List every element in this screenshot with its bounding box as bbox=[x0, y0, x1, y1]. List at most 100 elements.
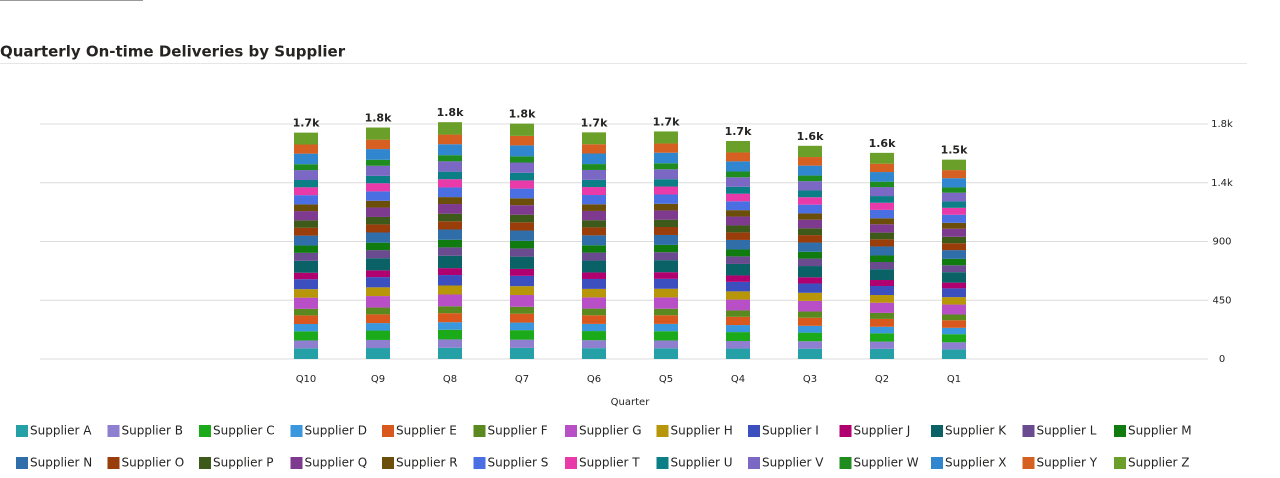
bar-segment bbox=[870, 152, 894, 164]
bar-segment bbox=[870, 255, 894, 262]
legend-swatch bbox=[107, 425, 120, 437]
bar-segment bbox=[510, 275, 534, 287]
bar-segment bbox=[726, 210, 750, 217]
bar-segment bbox=[582, 272, 606, 279]
bar-segment bbox=[366, 159, 390, 166]
bar-segment bbox=[294, 252, 318, 261]
bar-segment bbox=[942, 201, 966, 208]
legend-swatch bbox=[473, 457, 486, 469]
bar-segment bbox=[654, 323, 678, 332]
bar-segment bbox=[654, 278, 678, 289]
bar-segment bbox=[438, 239, 462, 248]
bar-segment bbox=[510, 180, 534, 189]
bar-segment bbox=[870, 218, 894, 225]
bar-segment bbox=[870, 246, 894, 256]
bar-segment bbox=[798, 300, 822, 312]
bar-segment bbox=[726, 263, 750, 276]
bar-segment bbox=[798, 266, 822, 278]
bar-segment bbox=[654, 348, 678, 359]
y-tick-label: 0 bbox=[1219, 354, 1225, 365]
bar-segment bbox=[582, 348, 606, 359]
bar-segment bbox=[654, 252, 678, 261]
bar-segment bbox=[870, 196, 894, 203]
bar-segment bbox=[726, 177, 750, 187]
legend-swatch bbox=[748, 425, 760, 437]
bar-segment bbox=[726, 225, 750, 233]
bar-segment bbox=[942, 349, 966, 359]
bar-segment bbox=[726, 316, 750, 326]
bar-segment bbox=[438, 187, 462, 198]
bar-segment bbox=[582, 297, 606, 309]
bar-segment bbox=[366, 296, 390, 308]
legend-label: Supplier N bbox=[30, 456, 92, 470]
bar-segment bbox=[942, 314, 966, 321]
bar-segment bbox=[798, 292, 822, 301]
legend-label: Supplier B bbox=[122, 424, 184, 438]
bar-segment bbox=[798, 204, 822, 214]
bar-segment bbox=[438, 322, 462, 330]
bar-segment bbox=[366, 277, 390, 288]
bar-segment bbox=[870, 172, 894, 182]
legend-swatch bbox=[931, 457, 943, 469]
bar-segment bbox=[294, 164, 318, 171]
bar-segment bbox=[438, 204, 462, 214]
legend-label: Supplier L bbox=[1037, 424, 1097, 438]
bar-segment bbox=[798, 145, 822, 158]
bar-segment bbox=[582, 153, 606, 165]
bar-segment bbox=[510, 322, 534, 331]
bar-segment bbox=[294, 348, 318, 359]
bar-segment bbox=[654, 331, 678, 341]
bar-segment bbox=[582, 323, 606, 332]
bar-segment bbox=[726, 310, 750, 317]
bar-segment bbox=[510, 162, 534, 173]
bar-segment bbox=[798, 181, 822, 191]
bar-segment bbox=[726, 193, 750, 202]
bar-segment bbox=[582, 227, 606, 236]
bar-segment bbox=[798, 157, 822, 166]
bar-segment bbox=[654, 163, 678, 170]
bar-segment bbox=[438, 313, 462, 323]
legend-swatch bbox=[107, 457, 120, 469]
bar-segment bbox=[942, 250, 966, 259]
legend-label: Supplier W bbox=[854, 456, 919, 470]
bar-segment bbox=[942, 178, 966, 188]
bar-segment bbox=[798, 242, 822, 252]
bar-segment bbox=[726, 232, 750, 240]
bar-segment bbox=[438, 285, 462, 295]
legend-label: Supplier F bbox=[488, 424, 548, 438]
bar-segment bbox=[294, 211, 318, 221]
bar-segment bbox=[294, 245, 318, 253]
bar-segment bbox=[942, 236, 966, 244]
bar-segment bbox=[870, 202, 894, 210]
bar-segment bbox=[870, 224, 894, 233]
legend-label: Supplier G bbox=[579, 424, 642, 438]
bar-segment bbox=[798, 283, 822, 293]
x-tick-label: Q5 bbox=[659, 374, 673, 385]
legend-label: Supplier Q bbox=[305, 456, 368, 470]
bar-segment bbox=[510, 156, 534, 163]
bar-segment bbox=[294, 340, 318, 349]
bar-segment bbox=[870, 163, 894, 173]
bar-segment bbox=[942, 304, 966, 315]
bar-segment bbox=[510, 295, 534, 307]
bar-segment bbox=[510, 256, 534, 269]
bar-segment bbox=[726, 325, 750, 333]
bar-segment bbox=[438, 294, 462, 307]
bar-segment bbox=[798, 332, 822, 342]
bar-segment bbox=[726, 186, 750, 194]
legend-swatch bbox=[656, 457, 669, 469]
bar-segment bbox=[438, 268, 462, 276]
bar-segment bbox=[510, 135, 534, 146]
bar-segment bbox=[366, 165, 390, 176]
total-label: 1.5k bbox=[941, 144, 968, 157]
bar-segment bbox=[366, 207, 390, 217]
legend-label: Supplier S bbox=[488, 456, 549, 470]
legend-label: Supplier X bbox=[945, 456, 1006, 470]
bar-segment bbox=[942, 327, 966, 335]
legend-swatch bbox=[1022, 457, 1035, 469]
x-tick-label: Q10 bbox=[296, 374, 317, 385]
bar-segment bbox=[438, 179, 462, 188]
bar-segment bbox=[942, 243, 966, 251]
bar-segment bbox=[798, 175, 822, 182]
bar-segment bbox=[654, 260, 678, 273]
